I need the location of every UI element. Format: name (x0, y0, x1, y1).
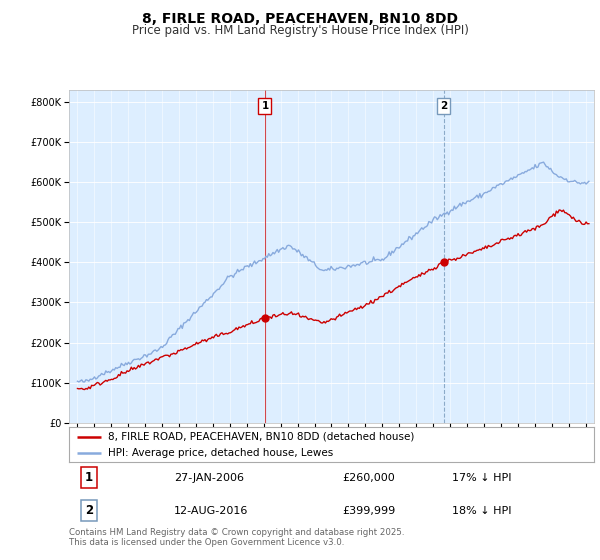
Text: 1: 1 (262, 101, 269, 111)
Text: 12-AUG-2016: 12-AUG-2016 (174, 506, 248, 516)
Text: 2: 2 (440, 101, 447, 111)
Text: 17% ↓ HPI: 17% ↓ HPI (452, 473, 512, 483)
Text: Price paid vs. HM Land Registry's House Price Index (HPI): Price paid vs. HM Land Registry's House … (131, 24, 469, 36)
Text: Contains HM Land Registry data © Crown copyright and database right 2025.
This d: Contains HM Land Registry data © Crown c… (69, 528, 404, 547)
Text: 1: 1 (85, 471, 93, 484)
Text: 18% ↓ HPI: 18% ↓ HPI (452, 506, 512, 516)
Text: £399,999: £399,999 (342, 506, 395, 516)
Text: 27-JAN-2006: 27-JAN-2006 (174, 473, 244, 483)
Text: £260,000: £260,000 (342, 473, 395, 483)
Text: 8, FIRLE ROAD, PEACEHAVEN, BN10 8DD: 8, FIRLE ROAD, PEACEHAVEN, BN10 8DD (142, 12, 458, 26)
Text: HPI: Average price, detached house, Lewes: HPI: Average price, detached house, Lewe… (109, 447, 334, 458)
Text: 8, FIRLE ROAD, PEACEHAVEN, BN10 8DD (detached house): 8, FIRLE ROAD, PEACEHAVEN, BN10 8DD (det… (109, 432, 415, 442)
Text: 2: 2 (85, 504, 93, 517)
